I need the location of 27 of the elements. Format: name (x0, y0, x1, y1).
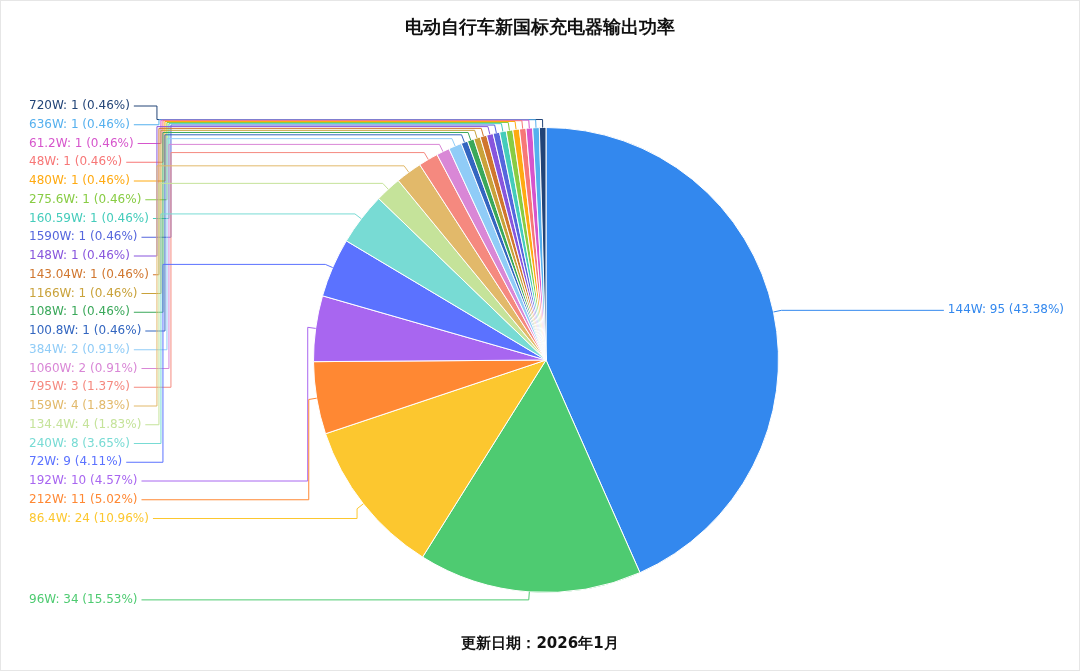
slice-label: 636W: 1 (0.46%) (29, 116, 130, 131)
slice-label: 384W: 2 (0.91%) (29, 341, 130, 356)
text: 更新日期：2026年1月 (460, 634, 620, 653)
slice-label: 1590W: 1 (0.46%) (29, 229, 138, 244)
slice-label: 160.59W: 1 (0.46%) (29, 210, 149, 225)
chart-title: 电动自行车新国标充电器输出功率 (404, 15, 676, 39)
slice-label: 86.4W: 24 (10.96%) (29, 510, 149, 525)
slice-label: 108W: 1 (0.46%) (29, 304, 130, 319)
slice-label: 1166W: 1 (0.46%) (29, 285, 138, 300)
slice-label: 192W: 10 (4.57%) (29, 473, 138, 488)
slice-label: 48W: 1 (0.46%) (29, 154, 123, 169)
slice-label: 212W: 11 (5.02%) (29, 491, 138, 506)
slice-label: 159W: 4 (1.83%) (29, 398, 130, 413)
slice-label: 148W: 1 (0.46%) (29, 248, 130, 263)
slice-label: 143.04W: 1 (0.46%) (29, 266, 149, 281)
slice-label: 1060W: 2 (0.91%) (29, 360, 138, 375)
slice-label: 795W: 3 (1.37%) (29, 379, 130, 394)
slice-label: 96W: 34 (15.53%) (29, 592, 138, 607)
slice-label: 720W: 1 (0.46%) (29, 98, 130, 113)
slice-label: 480W: 1 (0.46%) (29, 173, 130, 188)
slice-label: 72W: 9 (4.11%) (29, 454, 123, 469)
slice-label: 144W: 95 (43.38%) (947, 302, 1064, 317)
slice-label: 240W: 8 (3.65%) (29, 435, 130, 450)
slice-label: 275.6W: 1 (0.46%) (29, 191, 142, 206)
slice-label: 100.8W: 1 (0.46%) (29, 323, 142, 338)
slice-label: 61.2W: 1 (0.46%) (29, 135, 134, 150)
slice-label: 134.4W: 4 (1.83%) (29, 416, 142, 431)
